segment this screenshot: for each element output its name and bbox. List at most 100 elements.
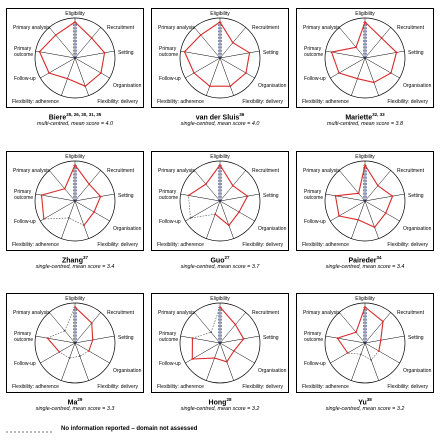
data-point: [372, 81, 375, 84]
profile-segment: [390, 52, 398, 74]
axis-label: Flexibility: delivery: [387, 384, 428, 390]
radar-panel: Eligibility Recruitment Setting Organisatio…: [151, 8, 289, 148]
radar-panel: Eligibility Recruitment Setting Organisatio…: [296, 293, 434, 433]
radar-spoke: [364, 193, 405, 202]
axis-label: Recruitment: [107, 25, 135, 31]
profile-segment: [74, 164, 90, 185]
axis-label: Flexibility: adherence: [12, 242, 59, 248]
radar-spoke: [364, 342, 400, 364]
radar-svg: Eligibility Recruitment Setting Organisatio…: [157, 154, 287, 248]
axis-label: Follow-up: [304, 361, 326, 367]
data-point: [338, 72, 340, 74]
data-point: [219, 306, 221, 308]
profile-segment: [219, 164, 234, 186]
radar-spoke: [219, 193, 260, 202]
data-point: [357, 192, 360, 195]
profile-segment: [245, 52, 251, 74]
profile-segment-not-assessed: [370, 350, 380, 361]
profile-segment: [337, 331, 357, 339]
panel-subtitle: single-centred, mean score = 3.4: [325, 264, 405, 270]
axis-label: Setting: [408, 50, 424, 56]
panel-author: van der Sluis: [195, 114, 240, 122]
data-point: [364, 21, 366, 23]
radar-spoke: [74, 312, 101, 344]
data-point: [359, 353, 362, 356]
radar-spoke: [364, 57, 379, 96]
radar-panel: Eligibility Recruitment Setting Organisatio…: [151, 293, 289, 433]
data-point: [90, 37, 93, 39]
axis-label: Organisation: [113, 368, 142, 374]
axis-label: Eligibility: [355, 296, 375, 302]
radar-svg: Eligibility Recruitment Setting Organisatio…: [157, 296, 287, 390]
profile-segment: [357, 78, 375, 83]
legend-label: No information reported – domain not ass…: [61, 426, 198, 432]
radar-spoke: [74, 50, 115, 59]
axis-label: Recruitment: [252, 168, 280, 174]
radar-spoke: [74, 342, 110, 364]
data-point: [380, 37, 383, 39]
data-point: [193, 72, 195, 74]
profile-segment: [232, 185, 248, 197]
radar-spoke: [219, 312, 246, 344]
radar-spoke: [74, 193, 115, 202]
radar-spoke: [74, 200, 89, 239]
radar-spoke: [364, 342, 379, 381]
data-point: [191, 337, 194, 340]
profile-segment-not-assessed: [43, 217, 69, 220]
data-point: [355, 46, 357, 49]
profile-segment: [355, 21, 366, 48]
data-point: [84, 85, 87, 88]
radar-spoke: [74, 200, 110, 222]
profile-segment: [39, 51, 50, 74]
radar-spoke: [219, 50, 260, 59]
profile-segment: [380, 321, 384, 341]
profile-segment: [214, 357, 228, 363]
axis-label: Follow-up: [159, 361, 181, 367]
panel-refs: 28: [226, 397, 232, 402]
profile-segment: [192, 357, 215, 360]
profile-segment: [83, 211, 95, 226]
radar-spoke: [185, 57, 221, 79]
panel-subtitle: single-centred, mean score = 3.4: [35, 264, 115, 270]
panel-title: Yu38: [296, 397, 434, 406]
axis-label: Primary analysis: [13, 25, 50, 31]
axis-label: Primary outcome: [159, 189, 178, 201]
profile-segment: [55, 21, 76, 36]
axis-label: Follow-up: [14, 361, 36, 367]
data-point: [90, 322, 93, 324]
radar-spoke: [219, 200, 234, 239]
axis-label: Eligibility: [355, 11, 375, 17]
profile-segment-not-assessed: [347, 352, 361, 355]
radar-spoke: [219, 57, 255, 79]
data-point: [219, 21, 221, 23]
radar-spoke: [325, 193, 366, 202]
radar-spoke: [330, 57, 366, 79]
axis-label: Primary analysis: [13, 310, 50, 316]
radar-spoke: [61, 342, 76, 381]
radar-panel: Eligibility Recruitment Setting Organisatio…: [151, 151, 289, 291]
profile-segment: [335, 192, 359, 197]
radar-spoke: [185, 342, 221, 364]
axis-label: Primary outcome: [14, 46, 33, 58]
axis-label: Recruitment: [107, 310, 135, 316]
data-point: [379, 339, 382, 342]
profile-segment-not-assessed: [79, 350, 90, 357]
axis-label: Primary outcome: [304, 46, 323, 58]
radar-panel: Eligibility Recruitment Setting Organisatio…: [296, 8, 434, 148]
profile-segment-not-assessed: [64, 306, 76, 331]
axis-label: Follow-up: [159, 76, 181, 82]
data-point: [208, 85, 211, 88]
data-point: [189, 217, 192, 219]
axis-label: Flexibility: delivery: [97, 242, 138, 248]
profile-segment: [88, 339, 94, 352]
radar-spoke: [206, 57, 221, 96]
data-point: [74, 164, 76, 166]
profile-segment-not-assessed: [47, 330, 65, 339]
profile-segment: [334, 195, 340, 217]
data-point: [330, 51, 333, 53]
data-point: [204, 183, 207, 186]
axis-label: Organisation: [258, 83, 287, 89]
profile-segment: [238, 195, 249, 213]
panel-refs: 29: [77, 397, 83, 402]
radar-spoke: [49, 312, 76, 344]
